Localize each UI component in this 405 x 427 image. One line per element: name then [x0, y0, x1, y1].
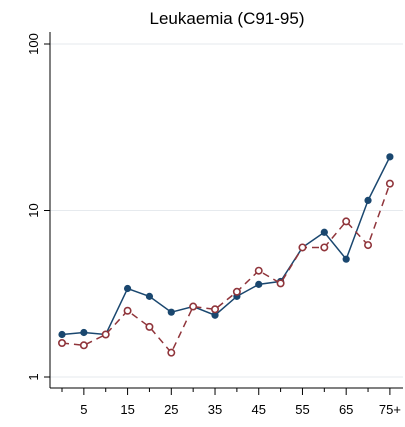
- x-tick-label: 5: [80, 402, 87, 417]
- data-point: [189, 302, 198, 311]
- data-point: [58, 330, 66, 339]
- data-point: [57, 339, 66, 348]
- series-1: [57, 179, 394, 357]
- series-line: [61, 183, 391, 355]
- x-tick-label: 15: [120, 402, 134, 417]
- data-point: [364, 241, 373, 250]
- data-point: [145, 292, 154, 300]
- data-point: [79, 341, 88, 350]
- x-tick-label: 35: [208, 402, 222, 417]
- y-tick-label: 100: [26, 33, 41, 55]
- grid: [50, 43, 403, 378]
- x-tick-label: 25: [164, 402, 178, 417]
- data-point: [276, 279, 285, 288]
- data-point: [167, 308, 175, 316]
- data-point: [320, 228, 328, 236]
- x-tick-label: 65: [339, 402, 353, 417]
- data-point: [101, 330, 110, 339]
- series-0: [58, 153, 394, 339]
- data-point: [364, 196, 372, 204]
- series: [57, 153, 394, 357]
- x-tick-label: 45: [252, 402, 266, 417]
- data-point: [211, 311, 219, 319]
- data-point: [232, 287, 241, 296]
- data-point: [167, 348, 176, 357]
- x-tick-label: 75+: [379, 402, 401, 417]
- chart-title: Leukaemia (C91-95): [150, 9, 305, 28]
- data-point: [145, 322, 154, 331]
- data-point: [342, 217, 351, 226]
- data-point: [254, 266, 263, 275]
- series-line: [61, 156, 391, 336]
- data-point: [386, 153, 394, 161]
- data-point: [298, 243, 307, 252]
- data-point: [385, 179, 394, 188]
- x-tick-label: 55: [295, 402, 309, 417]
- y-tick-label: 1: [26, 373, 41, 380]
- data-point: [123, 306, 132, 315]
- y-tick-label: 10: [26, 203, 41, 217]
- data-point: [211, 305, 220, 314]
- data-point: [320, 243, 329, 252]
- data-point: [342, 255, 350, 263]
- data-point: [255, 280, 263, 288]
- data-point: [80, 328, 88, 337]
- ticks: 1 10 100 5 15 25 35 45 55 65 75+: [26, 33, 401, 417]
- data-point: [123, 284, 132, 293]
